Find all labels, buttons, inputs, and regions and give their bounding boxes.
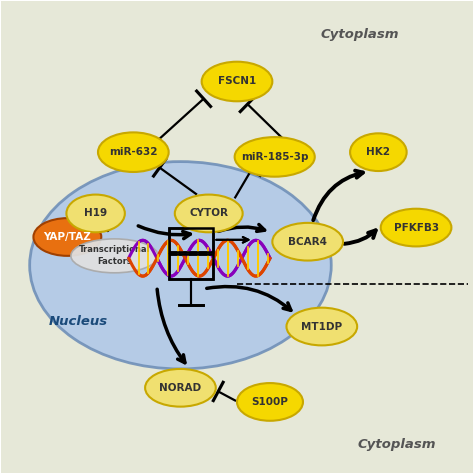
Bar: [169, 228, 213, 252]
Ellipse shape: [71, 239, 158, 273]
Text: PFKFB3: PFKFB3: [393, 223, 438, 233]
Ellipse shape: [237, 383, 303, 421]
Text: HK2: HK2: [366, 147, 391, 157]
Ellipse shape: [201, 62, 273, 101]
Ellipse shape: [235, 137, 315, 177]
Text: Factors: Factors: [97, 257, 132, 266]
Bar: [169, 255, 213, 279]
Bar: [169, 228, 213, 252]
Ellipse shape: [175, 195, 243, 232]
Ellipse shape: [34, 218, 101, 256]
Text: Cytoplasm: Cytoplasm: [320, 28, 399, 41]
Text: H19: H19: [84, 209, 107, 219]
Ellipse shape: [145, 369, 216, 407]
Ellipse shape: [273, 223, 343, 261]
Ellipse shape: [98, 132, 169, 172]
Text: MT1DP: MT1DP: [301, 321, 342, 331]
Text: Cytoplasm: Cytoplasm: [358, 438, 437, 451]
Text: miR-185-3p: miR-185-3p: [241, 152, 309, 162]
Text: Nucleus: Nucleus: [48, 315, 108, 328]
Text: miR-632: miR-632: [109, 147, 157, 157]
Text: BCAR4: BCAR4: [288, 237, 327, 246]
Bar: [169, 255, 213, 279]
Ellipse shape: [30, 162, 331, 369]
Ellipse shape: [381, 209, 451, 246]
Text: Transcriptional: Transcriptional: [79, 245, 150, 254]
Text: S100P: S100P: [252, 397, 288, 407]
Ellipse shape: [350, 133, 407, 171]
Text: NORAD: NORAD: [159, 383, 201, 393]
Text: CYTOR: CYTOR: [189, 209, 228, 219]
Ellipse shape: [286, 308, 357, 346]
Text: FSCN1: FSCN1: [218, 76, 256, 86]
Ellipse shape: [66, 195, 125, 232]
Text: YAP/TAZ: YAP/TAZ: [44, 232, 91, 242]
